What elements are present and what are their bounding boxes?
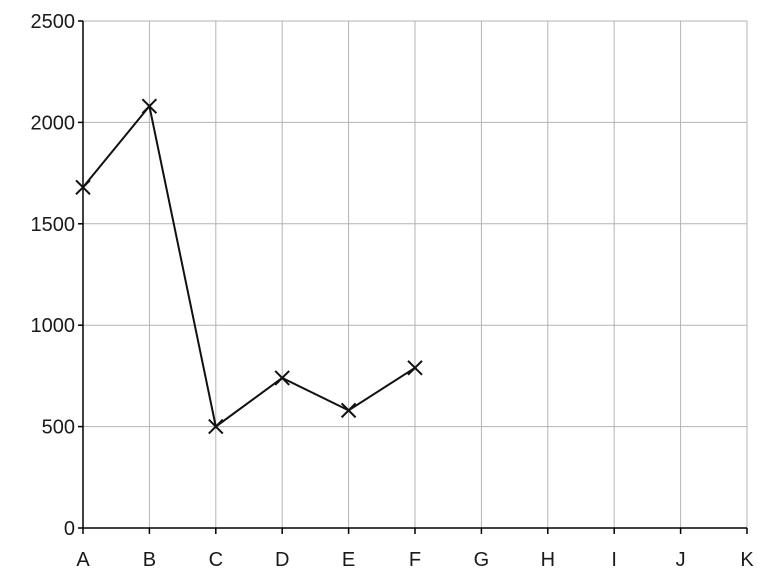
x-tick-label: J (676, 549, 686, 569)
x-tick-label: A (76, 549, 90, 569)
x-tick-label: B (143, 549, 156, 569)
grid-layer (83, 20, 748, 528)
y-tick-label: 2000 (31, 112, 76, 134)
axis-layer (78, 20, 748, 534)
data-point-cross-marker (274, 370, 290, 386)
tick-label-layer: 0 500 1000 1500 2000 2500 A B C D E F G H I J K (31, 11, 755, 569)
series-layer (75, 98, 423, 435)
y-tick-label: 500 (42, 417, 75, 439)
x-tick-label: H (541, 549, 555, 569)
y-tick-label: 2500 (31, 11, 76, 33)
data-point-cross-marker (75, 179, 91, 196)
series-line (82, 103, 416, 429)
y-tick-label: 1000 (31, 315, 76, 337)
x-tick-label: D (275, 549, 289, 569)
data-point-cross-marker (208, 418, 224, 435)
y-tick-label: 0 (64, 518, 75, 540)
x-tick-label: K (740, 549, 754, 569)
data-point-cross-marker (340, 402, 357, 419)
x-tick-label: I (611, 549, 617, 569)
data-point-cross-marker (141, 98, 158, 114)
y-tick-label: 1500 (31, 214, 76, 236)
x-tick-label: F (409, 549, 421, 569)
x-tick-label: E (342, 549, 355, 569)
x-tick-label: C (209, 549, 223, 569)
x-tick-label: G (474, 549, 490, 569)
data-point-cross-marker (407, 360, 423, 376)
